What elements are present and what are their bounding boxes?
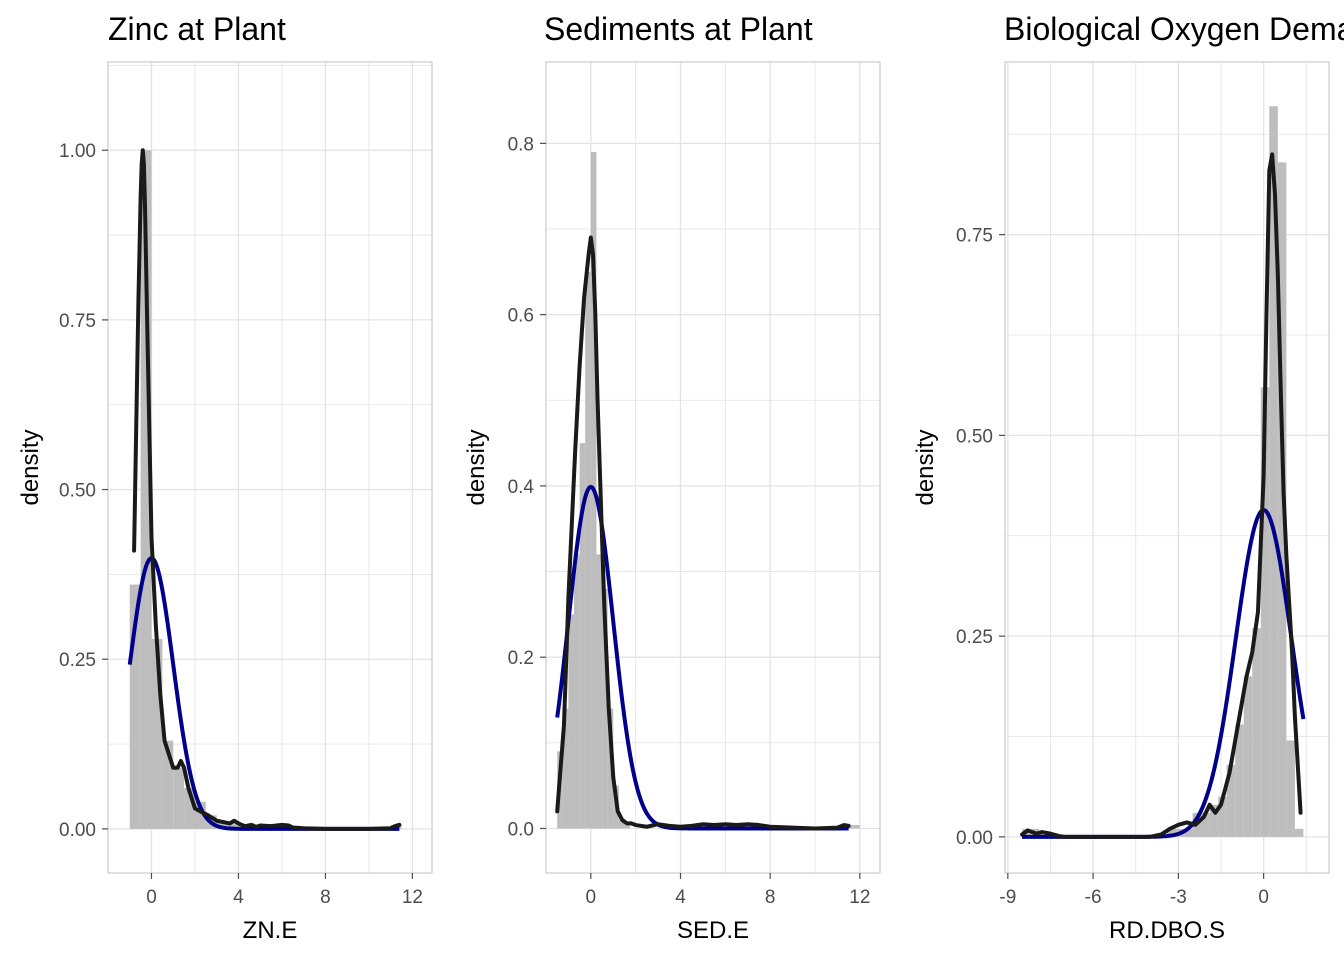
histogram-bar: [848, 825, 860, 829]
axis-ticks: -9 -6 -3 0 0.00 0.25 0.50 0.75: [956, 226, 1269, 908]
x-tick-label: 0: [586, 887, 597, 908]
histogram-bar: [129, 584, 141, 829]
histogram-bar: [1209, 804, 1219, 837]
histogram-bar: [162, 740, 174, 829]
y-axis-label: density: [17, 429, 44, 505]
histogram-bar: [568, 614, 575, 829]
histogram-bar: [173, 767, 185, 829]
histogram-bar: [596, 554, 603, 829]
x-tick-label: -3: [1170, 887, 1187, 908]
y-tick-label: 0.75: [59, 311, 96, 332]
histogram-bar: [574, 554, 580, 829]
histogram-bar: [184, 788, 195, 829]
histogram-bar: [1260, 387, 1270, 837]
y-tick-label: 0.25: [59, 650, 96, 671]
x-tick-label: 0: [1258, 887, 1269, 908]
histogram-bar: [618, 819, 625, 829]
y-tick-label: 0.4: [508, 477, 535, 498]
y-axis-label: density: [912, 429, 939, 505]
histogram-bar: [602, 588, 608, 829]
y-tick-label: 0.00: [59, 820, 96, 841]
histogram-bar: [1294, 828, 1304, 837]
x-tick-label: 12: [402, 887, 423, 908]
histogram-bar: [1201, 812, 1210, 837]
x-tick-label: 4: [233, 887, 244, 908]
histogram-bar: [140, 150, 152, 829]
histogram-bar: [1218, 796, 1227, 837]
histogram: [1022, 106, 1304, 837]
y-tick-label: 0.25: [956, 627, 993, 648]
panel-border: [1004, 61, 1330, 874]
x-axis-label: ZN.E: [243, 917, 298, 944]
histogram-bar: [1252, 628, 1261, 837]
histogram-bar: [585, 271, 591, 829]
y-tick-label: 0.50: [59, 481, 96, 502]
histogram-bar: [1286, 740, 1295, 837]
panel-zinc: 0 4 8 12 0.00 0.25 0.50 0.75 1.00 ZN.E density Zinc…: [17, 11, 433, 944]
empirical-density-line: [132, 148, 402, 831]
x-axis-label: SED.E: [677, 917, 749, 944]
panel-title: Zinc at Plant: [108, 11, 286, 47]
x-tick-label: 8: [765, 887, 776, 908]
panel-title: Biological Oxygen Demand: [1004, 11, 1344, 47]
empirical-density-line: [1020, 152, 1303, 839]
y-tick-label: 0.0: [508, 819, 534, 840]
histogram-bar: [1235, 724, 1244, 837]
panel-border: [107, 61, 433, 874]
histogram-bar: [624, 825, 631, 829]
histogram-bar: [1243, 676, 1253, 837]
histogram-bar: [1269, 106, 1278, 837]
x-tick-label: -6: [1085, 887, 1102, 908]
histogram-bar: [607, 708, 614, 829]
empirical-density-line: [555, 235, 851, 831]
panel-border: [545, 61, 881, 874]
histogram-bar: [562, 708, 569, 829]
x-tick-label: 0: [146, 887, 157, 908]
y-tick-label: 1.00: [59, 141, 96, 162]
y-tick-label: 0.00: [956, 828, 993, 849]
x-tick-label: 4: [675, 887, 686, 908]
y-tick-label: 0.6: [508, 306, 534, 327]
histogram-bar: [1226, 764, 1236, 837]
y-axis-label: density: [463, 429, 490, 505]
y-tick-label: 0.75: [956, 226, 993, 247]
axis-ticks: 0 4 8 12 0.0 0.2 0.4 0.6 0.8: [508, 134, 871, 908]
panel-title: Sediments at Plant: [544, 11, 813, 47]
histogram-bar: [227, 823, 239, 829]
histogram-bar: [579, 443, 586, 829]
panel-bod: -9 -6 -3 0 0.00 0.25 0.50 0.75 RD.DBO.S density Bi…: [912, 11, 1344, 944]
histogram-bar: [1184, 828, 1193, 837]
histogram-bar: [194, 801, 206, 829]
x-tick-label: -9: [999, 887, 1016, 908]
histogram: [557, 151, 860, 829]
x-tick-label: 8: [320, 887, 331, 908]
histogram-bar: [151, 638, 163, 829]
x-tick-label: 12: [849, 887, 870, 908]
y-tick-label: 0.2: [508, 648, 534, 669]
panel-sediments: 0 4 8 12 0.0 0.2 0.4 0.6 0.8 SED.E density Sediment…: [463, 11, 881, 944]
y-tick-label: 0.8: [508, 134, 534, 155]
y-tick-label: 0.50: [956, 426, 993, 447]
axis-ticks: 0 4 8 12 0.00 0.25 0.50 0.75 1.00: [59, 141, 423, 908]
histogram-bar: [1167, 828, 1176, 837]
x-axis-label: RD.DBO.S: [1109, 917, 1225, 944]
